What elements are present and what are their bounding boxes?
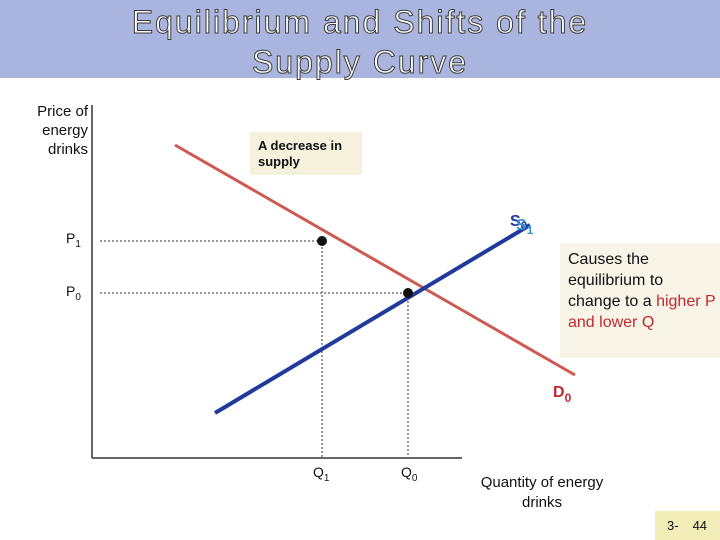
label-sub: 0 [75,292,81,303]
x-axis-label: Quantity of energy drinks [480,474,604,511]
supply-label: S1 [516,217,534,237]
equilibrium-point [317,236,327,246]
callout: A decrease in supply [250,132,362,175]
label-sub: 0 [565,391,572,405]
page: 44 [692,518,708,533]
note-highlight: higher P and lower Q [568,293,716,331]
equilibrium-point [403,288,413,298]
guide-line [100,292,409,458]
y-axis-label: Price of energy drinks [37,103,88,158]
slide-title: Equilibrium and Shifts of the Supply Cur… [131,4,589,81]
label-sub: 1 [527,223,534,237]
demand-curve [174,143,576,377]
label-sub: 0 [521,219,528,233]
guide-line [100,240,323,458]
label-main: S [510,213,521,230]
label-main: S [516,217,527,234]
label-main: Q [401,464,412,480]
supply-curve [213,223,532,415]
demand-label: D0 [553,384,572,405]
quantity-label: Q0 [401,464,418,484]
label-main: P [66,230,75,246]
label-main: D [553,384,565,401]
quantity-label: Q1 [313,464,330,484]
chapter: 3- [667,518,679,533]
page-number: 3- 44 [655,511,720,540]
price-label: P1 [66,230,81,250]
label-main: Q [313,464,324,480]
title-band [0,0,720,78]
label-sub: 0 [412,473,418,484]
label-sub: 1 [75,239,81,250]
price-label: P0 [66,283,81,303]
supply-label: S0 [510,213,528,233]
note-text: Causes the equilibrium to change to a [568,251,664,310]
label-sub: 1 [324,473,330,484]
label-main: P [66,283,75,299]
note: Causes the equilibrium to change to a hi… [560,243,720,358]
